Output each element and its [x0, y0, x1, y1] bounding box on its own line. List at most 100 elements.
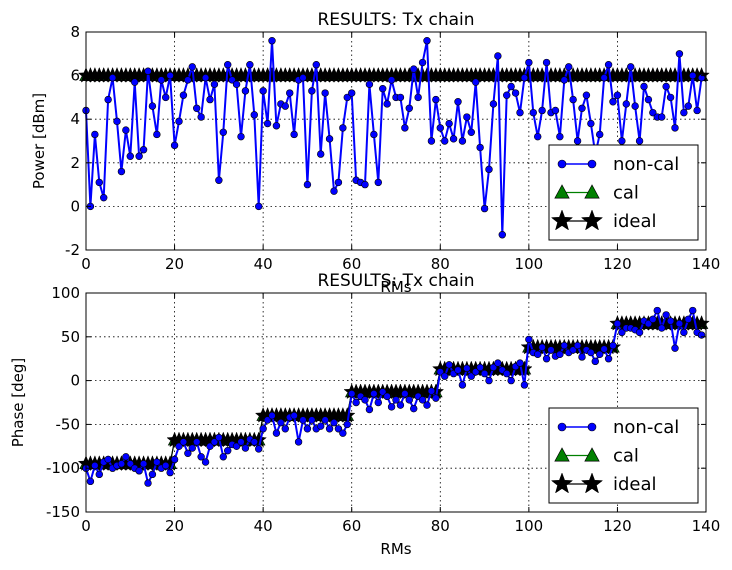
- y-tick-label: 0: [70, 197, 80, 215]
- x-tick-label: 80: [431, 255, 450, 273]
- data-point-non-cal: [201, 458, 210, 466]
- data-point-non-cal: [480, 369, 489, 378]
- data-point-non-cal: [658, 324, 666, 332]
- data-point-non-cal: [250, 111, 258, 119]
- data-point-non-cal: [237, 438, 245, 446]
- y-tick-label: 6: [70, 67, 80, 85]
- data-point-non-cal: [662, 311, 670, 319]
- data-point-non-cal: [658, 113, 666, 121]
- chart-title: RESULTS: Tx chain: [317, 10, 474, 30]
- data-point-non-cal: [534, 350, 542, 359]
- data-point-non-cal: [680, 108, 688, 117]
- data-point-non-cal: [157, 76, 165, 84]
- chart-2: 0 20 40 60 80 100 120 140 -150 -100 -50 0 50 100 RESUL…: [9, 271, 720, 558]
- data-point-non-cal: [268, 411, 276, 420]
- data-point-non-cal: [604, 355, 613, 363]
- data-point-non-cal: [139, 146, 148, 154]
- data-point-non-cal: [507, 376, 515, 385]
- data-point-non-cal: [308, 87, 316, 95]
- y-tick-label: 4: [70, 110, 80, 128]
- y-tick-label: -150: [46, 503, 80, 521]
- data-point-non-cal: [259, 425, 267, 433]
- data-point-non-cal: [649, 108, 657, 117]
- x-tick-label: 60: [342, 517, 361, 535]
- data-point-non-cal: [241, 87, 250, 95]
- data-point-non-cal: [232, 80, 241, 89]
- y-tick-label: 8: [70, 23, 80, 41]
- legend-label: non-cal: [613, 417, 679, 438]
- data-point-non-cal: [188, 63, 196, 71]
- data-point-non-cal: [689, 71, 697, 80]
- data-point-non-cal: [135, 152, 143, 160]
- data-point-non-cal: [511, 89, 520, 97]
- data-point-non-cal: [197, 113, 205, 121]
- data-point-non-cal: [405, 396, 413, 404]
- legend-label: ideal: [613, 474, 657, 495]
- data-point-non-cal: [423, 37, 431, 45]
- data-point-non-cal: [339, 429, 347, 437]
- axes-frame: [85, 31, 707, 251]
- data-point-non-cal: [299, 74, 307, 82]
- data-point-non-cal: [308, 416, 316, 424]
- data-point-non-cal: [184, 449, 192, 458]
- data-point-non-cal: [684, 315, 692, 323]
- data-point-non-cal: [215, 433, 223, 442]
- data-point-non-cal: [516, 359, 524, 367]
- data-point-non-cal: [476, 363, 484, 372]
- data-point-non-cal: [330, 418, 338, 427]
- data-point-non-cal: [449, 135, 458, 143]
- data-point-non-cal: [596, 130, 604, 139]
- legend-item-non-cal: non-cal: [557, 154, 679, 175]
- chart-title: RESULTS: Tx chain: [317, 271, 474, 291]
- data-point-non-cal: [596, 350, 604, 359]
- data-point-non-cal: [441, 137, 449, 145]
- data-point-non-cal: [640, 82, 648, 91]
- data-point-non-cal: [503, 91, 511, 99]
- data-point-non-cal: [148, 470, 157, 479]
- legend-marker: [584, 447, 600, 462]
- y-tick-label: 0: [70, 372, 80, 390]
- x-tick-label: 0: [81, 255, 91, 273]
- data-point-non-cal: [436, 368, 444, 376]
- data-point-non-cal: [139, 460, 148, 468]
- data-point-non-cal: [113, 117, 121, 126]
- data-point-non-cal: [387, 76, 396, 84]
- data-point-non-cal: [219, 453, 227, 461]
- data-point-non-cal: [299, 416, 307, 424]
- data-point-non-cal: [485, 165, 493, 174]
- data-point-non-cal: [472, 368, 480, 376]
- data-point-non-cal: [538, 106, 546, 115]
- data-point-non-cal: [551, 106, 560, 115]
- data-point-non-cal: [100, 193, 108, 202]
- data-point-non-cal: [671, 344, 679, 352]
- data-point-non-cal: [463, 113, 471, 121]
- legend-label: cal: [613, 446, 639, 467]
- data-point-non-cal: [662, 82, 670, 91]
- data-point-non-cal: [277, 418, 285, 427]
- data-point-non-cal: [348, 390, 356, 398]
- data-point-non-cal: [343, 93, 351, 102]
- series-non-cal: [82, 37, 706, 239]
- data-point-non-cal: [126, 152, 134, 160]
- data-point-non-cal: [321, 89, 329, 97]
- legend: non-cal cal ideal: [548, 144, 699, 241]
- data-point-non-cal: [600, 74, 608, 82]
- data-point-non-cal: [414, 93, 422, 102]
- data-point-non-cal: [396, 93, 405, 102]
- data-point-non-cal: [604, 60, 613, 69]
- data-point-non-cal: [454, 366, 462, 374]
- data-point-non-cal: [361, 396, 369, 404]
- data-point-non-cal: [268, 37, 276, 45]
- data-point-non-cal: [210, 438, 219, 446]
- legend-marker: [554, 447, 570, 462]
- data-point-non-cal: [144, 479, 152, 487]
- data-point-non-cal: [206, 442, 214, 450]
- data-point-non-cal: [538, 343, 546, 352]
- data-point-non-cal: [427, 387, 436, 395]
- data-point-non-cal: [210, 80, 219, 89]
- x-tick-label: 140: [692, 255, 721, 273]
- x-tick-label: 80: [431, 517, 450, 535]
- data-point-non-cal: [343, 420, 351, 429]
- y-tick-label: -50: [56, 415, 81, 433]
- data-point-non-cal: [418, 396, 427, 404]
